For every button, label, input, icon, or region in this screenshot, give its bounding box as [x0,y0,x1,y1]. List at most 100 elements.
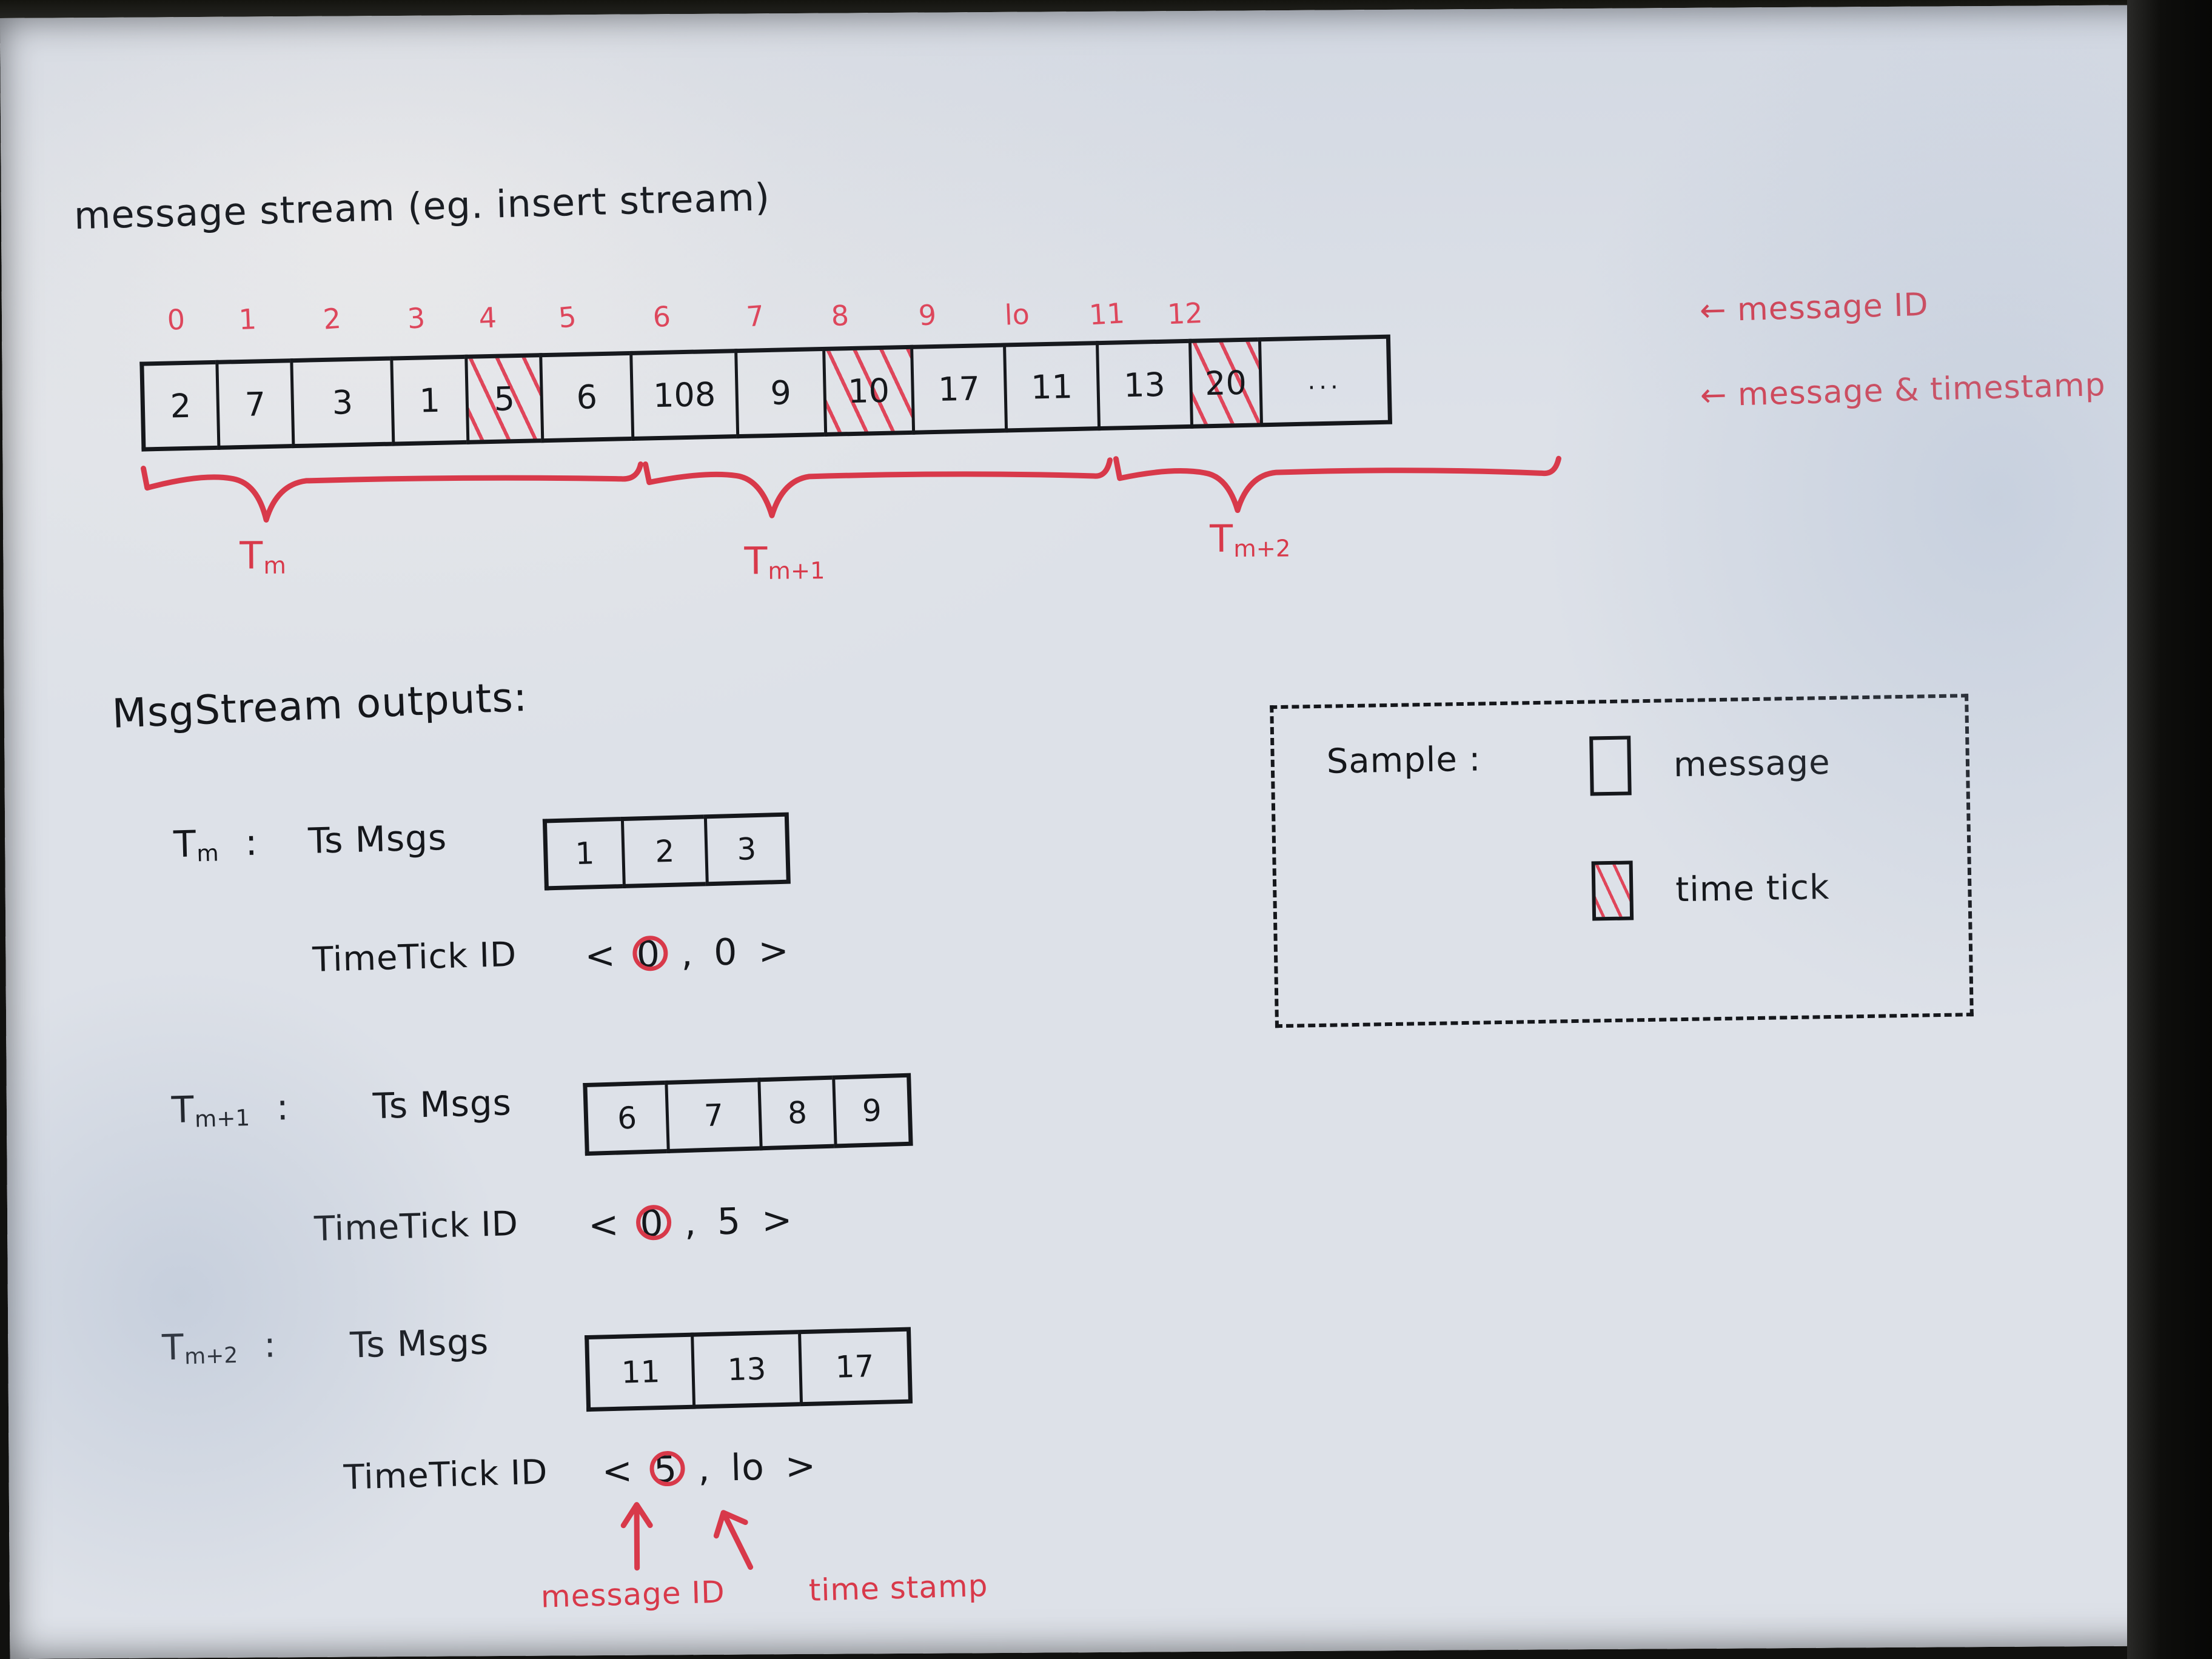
stream-index-row: 0 1 2 3 4 5 6 7 8 9 lo 11 12 [140,287,1218,337]
stream-cell-6[interactable]: 108 [629,349,737,441]
output-msg-cell[interactable]: 17 [797,1327,913,1407]
brace-label-tm-main: T [240,533,264,578]
stream-cell-1[interactable]: 7 [215,358,292,450]
output-group-tm-sub: m [196,839,220,867]
stream-cell-10[interactable]: 11 [1002,341,1098,433]
output-msg-value: 1 [574,836,595,872]
stream-cell-value: 7 [244,384,266,424]
message-stream-strip: 2 7 3 1 5 6 108 9 10 17 11 13 20 ... [139,334,1393,452]
output-msg-cell[interactable]: 3 [703,812,791,886]
output-group-tm2-colon: : [263,1324,277,1366]
output-msg-value: 6 [617,1100,637,1136]
tick-comma: , [683,1201,697,1244]
tick-close-bracket: > [761,1198,794,1242]
output-msg-value: 11 [621,1354,661,1390]
stream-cell-value: ... [1307,366,1342,395]
tick-comma: , [697,1447,711,1490]
output-group-tm2-msgs-box: 11 13 17 [585,1327,913,1412]
output-msg-cell[interactable]: 13 [691,1330,800,1409]
stream-index-2: 2 [321,301,343,336]
brace-label-tm1-sub: m+1 [768,557,825,585]
tick-message-id: 0 [635,933,661,976]
output-group-tm-tick-label: TimeTick ID [312,934,518,980]
stream-cell-value: 20 [1204,363,1247,403]
output-group-tm2-sub: m+2 [184,1342,238,1370]
tick-timestamp: 0 [713,931,739,974]
stream-cell-12-timetick[interactable]: 20 [1188,337,1261,429]
stream-cell-4-timetick[interactable]: 5 [464,353,541,444]
output-group-tm-msgs-label: Ts Msgs [307,816,447,862]
output-group-tm1-colon: : [275,1086,290,1129]
output-msg-cell[interactable]: 6 [583,1081,667,1156]
stream-index-0: 0 [166,303,186,337]
page-title: message stream (eg. insert stream) [73,175,771,238]
tick-message-id: 5 [653,1448,679,1492]
annotation-message-id: ← message ID [1699,286,1929,329]
output-group-tm1-name: Tm+1 : [171,1086,290,1133]
output-group-tm2-name: Tm+2 : [161,1324,276,1370]
legend-item-message: message [1589,732,1831,796]
brace-label-tm1-main: T [744,538,768,583]
stream-index-12: 12 [1166,296,1204,331]
tick-close-bracket: > [757,930,790,973]
output-msg-cell[interactable]: 8 [757,1075,834,1151]
stream-cell-value: 9 [769,373,792,412]
output-group-tm1-tick-value: < 0 , 5 > [588,1199,793,1247]
output-group-tm1-sub: m+1 [194,1104,250,1133]
timetick-box-icon [1591,860,1634,921]
outputs-heading: MsgStream outputs: [111,673,529,737]
tick-timestamp: 5 [716,1200,742,1244]
output-group-tm-msgs-box: 1 2 3 [542,812,791,891]
output-msg-cell[interactable]: 7 [665,1078,760,1153]
legend-label-timetick: time tick [1675,867,1830,910]
brace-label-tm2: Tm+2 [1210,516,1290,563]
stream-index-1: 1 [238,302,258,337]
stream-cell-value: 108 [652,375,716,415]
legend-title: Sample : [1326,739,1481,782]
stream-cell-0[interactable]: 2 [139,360,218,452]
output-msg-value: 7 [703,1098,724,1134]
stream-cell-value: 5 [493,379,515,418]
tick-open-bracket: < [588,1203,620,1247]
output-group-tm2-main: T [161,1326,185,1369]
stream-index-9: 9 [917,298,937,332]
output-group-tm1-msgs-box: 6 7 8 9 [583,1073,913,1156]
stream-cell-value: 2 [170,386,192,426]
tick-open-bracket: < [601,1449,634,1493]
stream-cell-2[interactable]: 3 [290,356,392,449]
output-msg-cell[interactable]: 9 [832,1073,913,1148]
stream-cell-value: 11 [1030,367,1073,407]
annotation-message-timestamp: ← message & timestamp [1700,366,2106,414]
output-group-tm-main: T [173,823,197,866]
stream-index-11: 11 [1088,297,1126,332]
output-group-tm-colon: : [244,821,259,865]
stream-cell-13-ellipsis[interactable]: ... [1258,334,1393,427]
output-group-tm2-tick-label: TimeTick ID [343,1452,549,1498]
stream-cell-5[interactable]: 6 [539,350,632,443]
output-msg-value: 9 [862,1093,882,1129]
output-msg-value: 3 [736,831,757,867]
stream-cell-value: 13 [1123,365,1166,404]
callout-timestamp: time stamp [808,1567,989,1608]
output-msg-cell[interactable]: 2 [620,814,706,889]
legend-item-timetick: time tick [1591,857,1831,921]
message-box-icon [1589,736,1632,796]
callout-message-id: message ID [540,1574,726,1615]
stream-cell-7[interactable]: 9 [734,347,825,439]
stream-cell-value: 3 [331,383,354,422]
legend-label-message: message [1673,742,1831,785]
output-msg-cell[interactable]: 11 [585,1332,693,1412]
output-group-tm-name: Tm : [173,822,258,868]
tick-comma: , [680,932,694,975]
output-group-tm1-msgs-label: Ts Msgs [372,1082,512,1127]
stream-cell-3[interactable]: 1 [390,354,467,446]
legend-box: Sample : message time tick [1270,694,1974,1028]
output-msg-cell[interactable]: 1 [542,817,623,891]
output-msg-value: 17 [834,1349,875,1385]
stream-cell-9[interactable]: 17 [910,343,1005,435]
output-group-tm1-main: T [171,1088,195,1132]
stream-cell-11[interactable]: 13 [1095,338,1191,431]
stream-cell-value: 6 [575,377,598,417]
stream-cell-8-timetick[interactable]: 10 [822,344,913,437]
stream-cell-value: 17 [937,369,980,409]
